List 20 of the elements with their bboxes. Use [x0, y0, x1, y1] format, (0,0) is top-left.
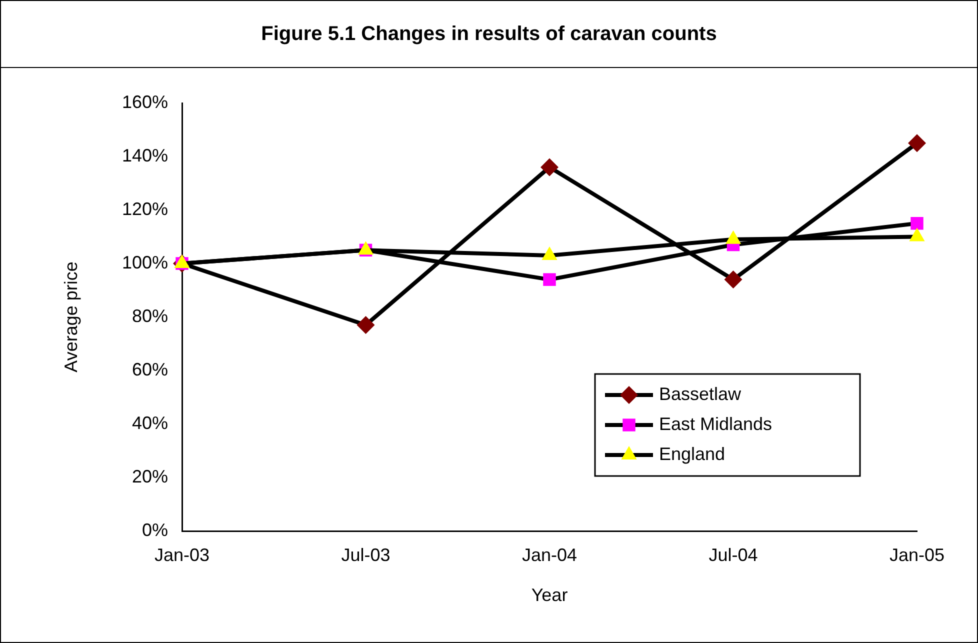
x-tick-label: Jul-04: [708, 544, 758, 565]
y-tick-label: 0%: [142, 520, 168, 540]
y-tick-label: 40%: [132, 412, 168, 433]
x-tick-label: Jan-05: [889, 544, 945, 565]
y-tick-label: 120%: [122, 198, 168, 219]
y-axis-title: Average price: [60, 262, 81, 372]
y-tick-label: 100%: [122, 252, 168, 272]
legend-label: East Midlands: [659, 414, 772, 434]
x-axis-title: Year: [531, 585, 568, 606]
x-tick-label: Jan-04: [522, 544, 578, 565]
y-tick-label: 80%: [132, 306, 168, 326]
x-tick-label: Jan-03: [154, 544, 210, 565]
legend-label: England: [659, 444, 726, 464]
chart-title: Figure 5.1 Changes in results of caravan counts: [1, 1, 977, 68]
y-tick-label: 140%: [122, 145, 168, 166]
legend-label: Bassetlaw: [659, 384, 742, 404]
y-tick-label: 160%: [122, 92, 168, 112]
x-tick-label: Jul-03: [341, 544, 390, 565]
y-tick-label: 60%: [132, 359, 168, 380]
y-tick-label: 20%: [132, 466, 168, 486]
